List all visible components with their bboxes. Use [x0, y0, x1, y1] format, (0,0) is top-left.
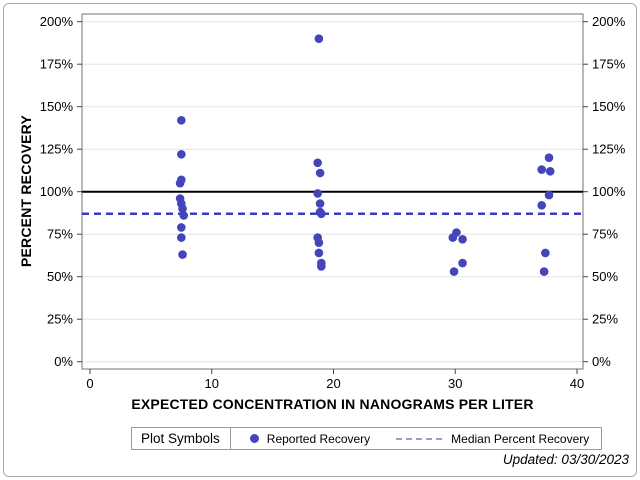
- data-point: [448, 233, 458, 242]
- legend: Plot Symbols Reported Recovery Median Pe…: [131, 427, 603, 450]
- data-point: [313, 158, 322, 168]
- x-tick-label: 30: [448, 376, 462, 391]
- x-tick-label: 40: [570, 376, 584, 391]
- y-tick-label-left: 75%: [47, 227, 73, 242]
- legend-padding: [589, 438, 601, 439]
- data-point: [317, 209, 326, 219]
- data-point: [177, 150, 186, 159]
- y-axis-title: PERCENT RECOVERY: [18, 114, 34, 268]
- legend-item-median-recovery: Median Percent Recovery: [370, 432, 589, 446]
- data-point: [177, 223, 186, 232]
- data-point: [314, 248, 324, 258]
- y-tick-label-right: 75%: [592, 227, 618, 242]
- y-tick-label-left: 125%: [40, 142, 74, 157]
- y-tick-label-left: 200%: [40, 14, 74, 29]
- y-tick-label-left: 150%: [40, 99, 74, 114]
- data-point: [179, 211, 189, 220]
- dashed-line-icon: [396, 437, 443, 440]
- data-point: [313, 189, 322, 198]
- y-tick-label-left: 100%: [40, 184, 74, 199]
- x-tick-label: 20: [326, 376, 340, 391]
- x-axis-title: EXPECTED CONCENTRATION IN NANOGRAMS PER …: [131, 396, 534, 412]
- y-tick-label-right: 100%: [592, 184, 626, 199]
- y-tick-label-right: 25%: [592, 312, 618, 327]
- data-point: [177, 233, 186, 242]
- y-tick-label-right: 0%: [592, 354, 611, 369]
- data-point: [175, 178, 185, 188]
- updated-timestamp: Updated: 03/30/2023: [502, 452, 629, 467]
- data-point: [317, 262, 326, 271]
- y-tick-label-right: 200%: [592, 14, 626, 29]
- legend-item-label: Reported Recovery: [266, 431, 371, 446]
- data-point: [314, 34, 324, 43]
- legend-title: Plot Symbols: [132, 428, 231, 449]
- data-point: [315, 168, 325, 178]
- legend-item-label: Median Percent Recovery: [451, 431, 590, 446]
- data-point: [541, 248, 550, 258]
- y-tick-label-right: 125%: [592, 142, 626, 157]
- data-point: [458, 258, 467, 268]
- data-point: [545, 167, 555, 176]
- y-tick-label-left: 25%: [47, 312, 73, 327]
- y-tick-label-left: 175%: [40, 57, 74, 72]
- data-point: [178, 250, 187, 259]
- data-point: [315, 199, 325, 208]
- scatter-marker-icon: [249, 434, 259, 443]
- x-tick-label: 10: [205, 376, 219, 391]
- y-tick-label-right: 50%: [592, 269, 618, 284]
- data-point: [537, 201, 546, 210]
- data-point: [458, 235, 467, 244]
- y-tick-label-left: 0%: [54, 354, 73, 369]
- data-point: [449, 267, 459, 276]
- y-tick-label-right: 150%: [592, 99, 626, 114]
- data-point: [544, 153, 554, 162]
- legend-item-reported-recovery: Reported Recovery: [231, 432, 370, 446]
- data-point: [314, 238, 324, 247]
- data-point: [177, 116, 186, 125]
- data-point: [539, 267, 549, 276]
- data-point: [544, 190, 554, 200]
- x-tick-label: 0: [86, 376, 93, 391]
- y-tick-label-right: 175%: [592, 57, 626, 72]
- data-point: [537, 165, 546, 174]
- y-tick-label-left: 50%: [47, 269, 73, 284]
- data-point: [178, 204, 187, 213]
